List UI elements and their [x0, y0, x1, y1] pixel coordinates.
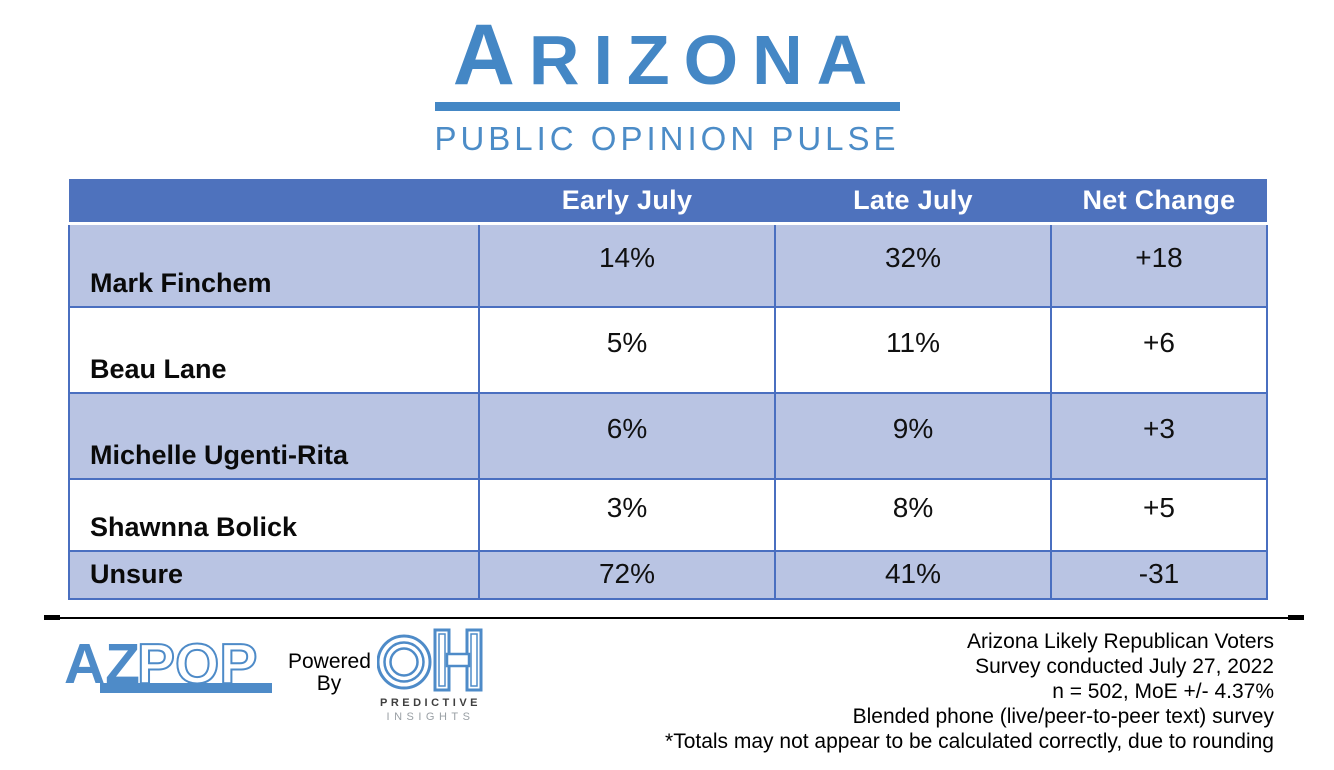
net-change-value: +5: [1050, 478, 1268, 552]
oh-predictive-label: PREDICTIVE: [379, 697, 481, 709]
header: ARIZONA PUBLIC OPINION PULSE: [0, 10, 1334, 158]
note-audience: Arizona Likely Republican Voters: [966, 630, 1274, 653]
col-header-net-change: Net Change: [1051, 179, 1267, 225]
oh-insights-label: INSIGHTS: [386, 711, 475, 723]
page-subtitle: PUBLIC OPINION PULSE: [434, 120, 900, 158]
net-change-value: +6: [1050, 306, 1268, 394]
net-change-value: +18: [1050, 222, 1268, 308]
candidate-name: Unsure: [68, 550, 480, 600]
col-header-empty: [69, 179, 479, 225]
title-underline: [434, 102, 900, 112]
early-july-value: 5%: [478, 306, 776, 394]
poll-table: Early July Late July Net Change Mark Fin…: [68, 179, 1268, 600]
late-july-value: 11%: [774, 306, 1052, 394]
note-sample-moe: n = 502, MoE +/- 4.37%: [1052, 680, 1274, 703]
candidate-name: Shawnna Bolick: [68, 478, 480, 552]
table-row-michelle-ugenti-rita: Michelle Ugenti-Rita 6% 9% +3: [68, 392, 1268, 480]
table-row-beau-lane: Beau Lane 5% 11% +6: [68, 306, 1268, 394]
candidate-name: Mark Finchem: [68, 222, 480, 308]
early-july-value: 3%: [478, 478, 776, 552]
late-july-value: 9%: [774, 392, 1052, 480]
oh-logo-mark: [376, 628, 483, 692]
table-row-shawnna-bolick: Shawnna Bolick 3% 8% +5: [68, 478, 1268, 552]
table-row-unsure: Unsure 72% 41% -31: [68, 550, 1268, 600]
powered-by-label: Powered By: [288, 650, 371, 696]
late-july-value: 32%: [774, 222, 1052, 308]
table-header-row: Early July Late July Net Change: [69, 179, 1267, 225]
note-methodology: Blended phone (live/peer-to-peer text) s…: [852, 705, 1274, 728]
col-header-early-july: Early July: [479, 179, 775, 225]
azpop-logo: AZ POP: [64, 631, 276, 703]
late-july-value: 41%: [774, 550, 1052, 600]
candidate-name: Michelle Ugenti-Rita: [68, 392, 480, 480]
late-july-value: 8%: [774, 478, 1052, 552]
survey-notes: Arizona Likely Republican Voters Survey …: [554, 629, 1274, 754]
note-survey-date: Survey conducted July 27, 2022: [975, 655, 1274, 678]
early-july-value: 72%: [478, 550, 776, 600]
net-change-value: +3: [1050, 392, 1268, 480]
page-title: ARIZONA: [452, 7, 882, 103]
candidate-name: Beau Lane: [68, 306, 480, 394]
footer-divider: [44, 615, 1304, 620]
oh-predictive-insights-logo: [376, 627, 485, 698]
azpop-underline-bar: [100, 683, 272, 693]
table-row-mark-finchem: Mark Finchem 14% 32% +18: [68, 222, 1268, 308]
note-rounding-disclaimer: *Totals may not appear to be calculated …: [665, 730, 1274, 753]
net-change-value: -31: [1050, 550, 1268, 600]
col-header-late-july: Late July: [775, 179, 1051, 225]
early-july-value: 14%: [478, 222, 776, 308]
early-july-value: 6%: [478, 392, 776, 480]
azpop-logo-mark: AZ POP: [64, 631, 272, 697]
